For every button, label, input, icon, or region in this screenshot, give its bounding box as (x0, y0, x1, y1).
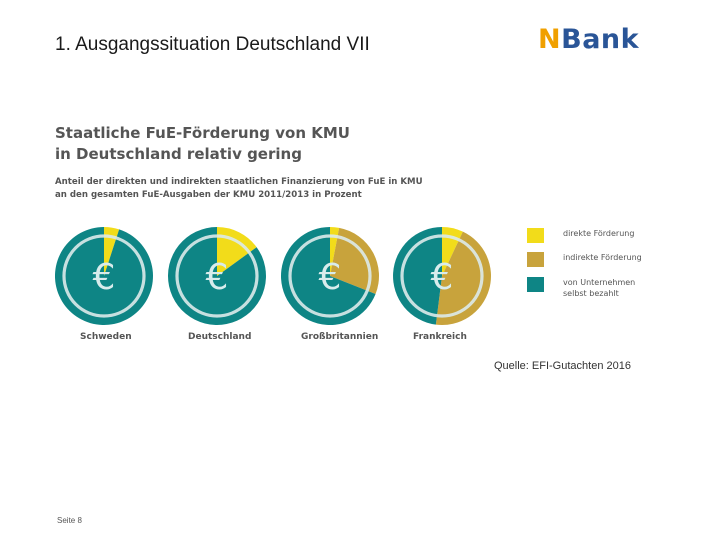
euro-icon: € (319, 257, 342, 298)
pie-ring (62, 234, 146, 318)
legend-label: selbst bezahlt (563, 289, 619, 298)
logo-n: N (538, 24, 562, 55)
pie-slice-direkt (104, 227, 120, 276)
legend-swatch-direkt (527, 228, 544, 243)
country-label: Frankreich (413, 332, 467, 342)
country-label: Schweden (80, 332, 132, 342)
logo-bank: Bank (561, 24, 640, 55)
page-number: Seite 8 (57, 516, 82, 525)
pie-slice-direkt (330, 227, 340, 276)
legend-label: direkte Förderung (563, 229, 634, 238)
pie-slice-selbst (54, 226, 153, 325)
euro-icon: € (431, 257, 454, 298)
pie-slice-selbst (393, 227, 442, 325)
pie-ring (288, 234, 372, 318)
pie-ring (400, 234, 484, 318)
chart-title-line: in Deutschland relativ gering (55, 145, 302, 163)
pie-slice-selbst (281, 227, 376, 325)
legend-label: von Unternehmen (563, 278, 635, 287)
slide-title: 1. Ausgangssituation Deutschland VII (55, 34, 370, 55)
country-label: Deutschland (188, 332, 251, 342)
source-note: Quelle: EFI-Gutachten 2016 (494, 360, 631, 372)
pie-slice-direkt (217, 227, 257, 276)
euro-icon: € (93, 257, 116, 298)
chart-subtitle: Anteil der direkten und indirekten staat… (55, 176, 423, 202)
euro-icon: € (206, 257, 229, 298)
country-label: Großbritannien (301, 332, 378, 342)
legend-label: indirekte Förderung (563, 253, 642, 262)
legend-swatch-selbst (527, 277, 544, 292)
pie-slice-indirekt (330, 227, 380, 295)
chart-title-line: Staatliche FuE-Förderung von KMU (55, 124, 350, 142)
pie-slice-selbst (167, 227, 266, 325)
chart-subtitle-line: Anteil der direkten und indirekten staat… (55, 177, 423, 187)
nbank-logo: NBank (538, 26, 639, 53)
chart-subtitle-line: an den gesamten FuE-Ausgaben der KMU 201… (55, 190, 362, 200)
chart-title: Staatliche FuE-Förderung von KMU in Deut… (55, 123, 350, 165)
legend-swatch-indirekt (527, 252, 544, 267)
pie-ring (175, 234, 259, 318)
